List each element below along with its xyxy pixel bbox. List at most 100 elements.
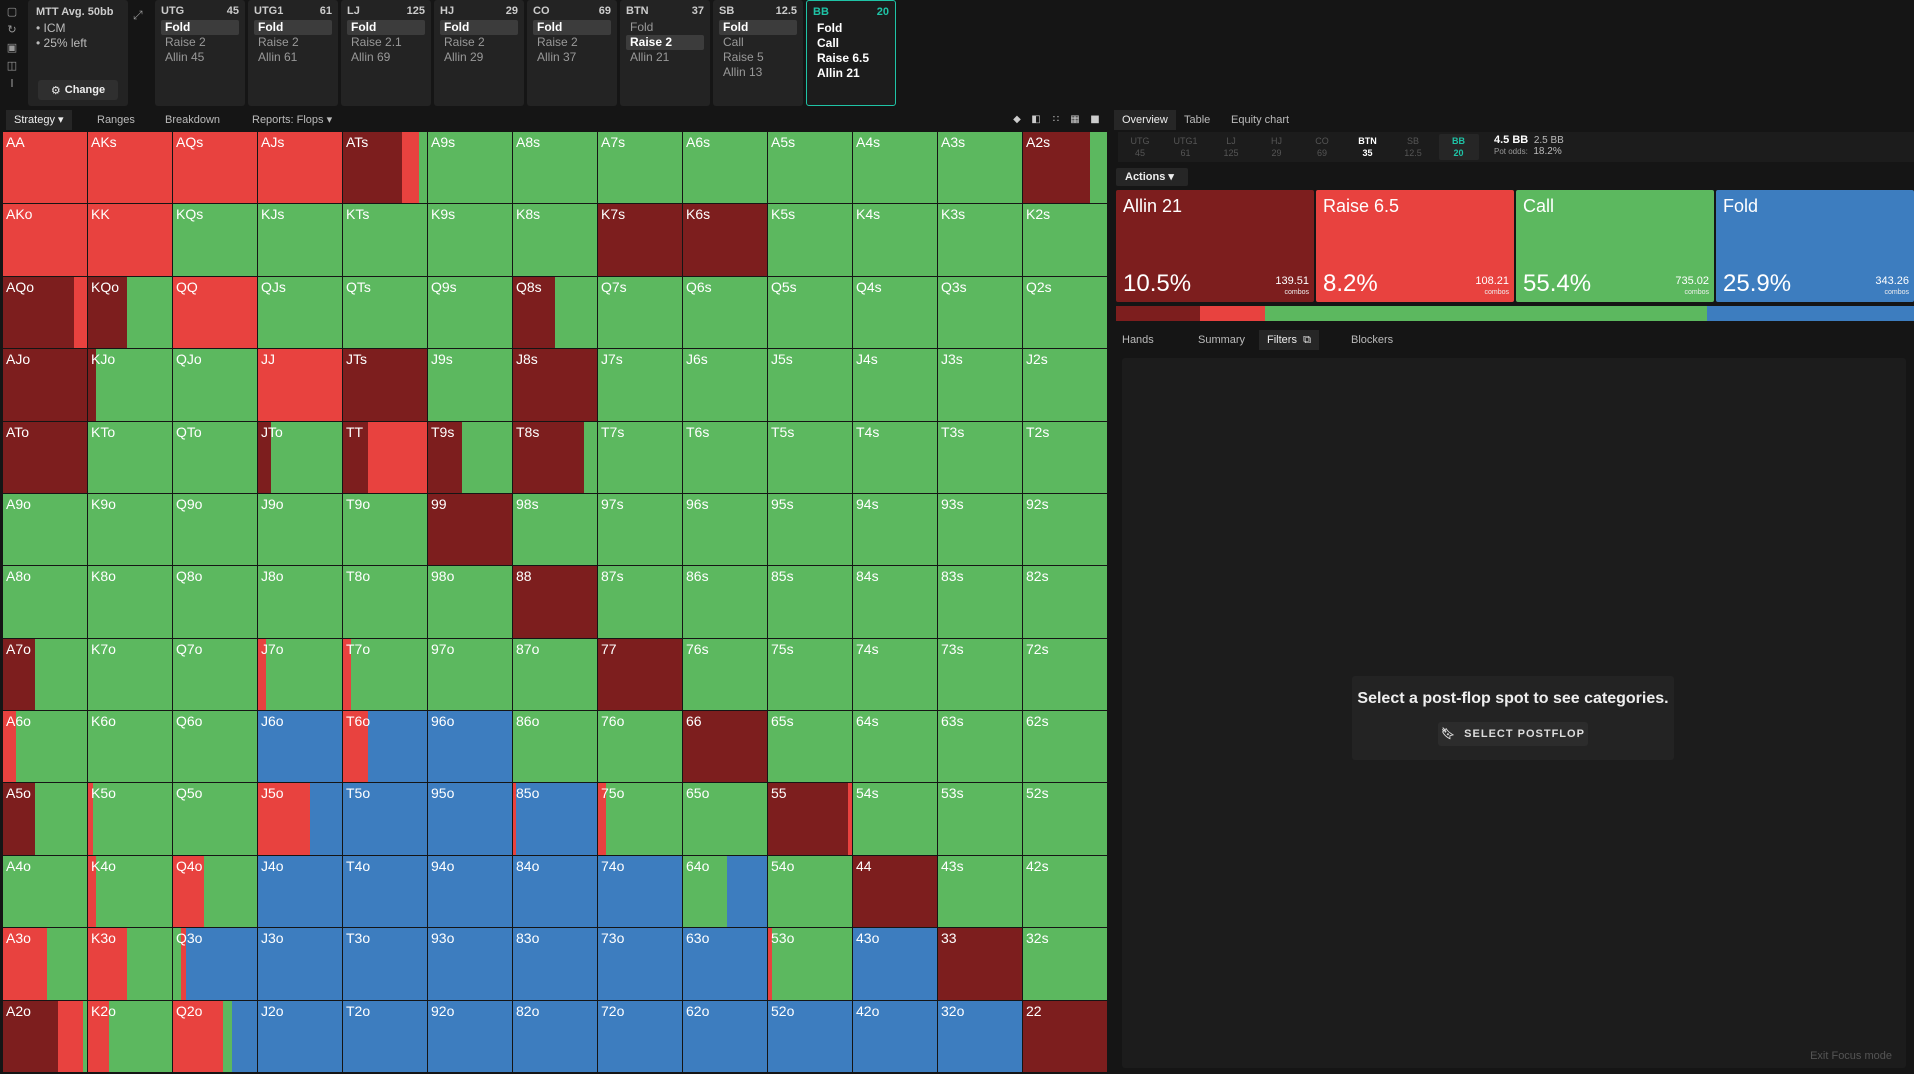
hand-cell-65s[interactable]: 65s bbox=[768, 711, 852, 783]
position-action[interactable]: Fold bbox=[533, 20, 611, 35]
tab-reports-flops[interactable]: Reports: Flops ▾ bbox=[244, 110, 340, 130]
hand-cell-k4o[interactable]: K4o bbox=[88, 855, 172, 928]
hand-cell-q6s[interactable]: Q6s bbox=[683, 276, 767, 349]
actions-dropdown[interactable]: Actions ▾ bbox=[1116, 168, 1188, 186]
hand-cell-a7o[interactable]: A7o bbox=[3, 638, 87, 711]
hand-cell-t3o[interactable]: T3o bbox=[343, 928, 427, 1000]
position-action[interactable]: Raise 2.1 bbox=[351, 35, 402, 49]
position-action[interactable]: Fold bbox=[817, 21, 843, 35]
hand-cell-k7o[interactable]: K7o bbox=[88, 638, 172, 711]
hand-cell-52s[interactable]: 52s bbox=[1023, 783, 1107, 855]
hand-cell-85s[interactable]: 85s bbox=[768, 566, 852, 638]
hand-cell-73o[interactable]: 73o bbox=[598, 928, 682, 1000]
position-chip-co[interactable]: CO 69 bbox=[1302, 134, 1342, 160]
position-chip-utg[interactable]: UTG 45 bbox=[1120, 134, 1160, 160]
hand-cell-k2s[interactable]: K2s bbox=[1023, 204, 1107, 276]
hand-cell-92o[interactable]: 92o bbox=[428, 1000, 512, 1072]
hand-cell-q6o[interactable]: Q6o bbox=[173, 711, 257, 783]
hand-cell-62s[interactable]: 62s bbox=[1023, 711, 1107, 783]
hand-cell-64s[interactable]: 64s bbox=[853, 711, 937, 783]
cube-view-icon[interactable]: ◆ bbox=[1013, 114, 1021, 125]
hand-cell-t2o[interactable]: T2o bbox=[343, 1000, 427, 1072]
position-action[interactable]: Allin 37 bbox=[537, 50, 577, 64]
action-card[interactable]: Raise 6.5 8.2% 108.21 combos bbox=[1316, 190, 1514, 302]
hand-cell-t7o[interactable]: T7o bbox=[343, 638, 427, 711]
hand-cell-84o[interactable]: 84o bbox=[513, 855, 597, 928]
hand-cell-74s[interactable]: 74s bbox=[853, 638, 937, 711]
hand-cell-j2s[interactable]: J2s bbox=[1023, 349, 1107, 421]
position-action[interactable]: Raise 6.5 bbox=[817, 51, 870, 65]
position-chip-btn[interactable]: BTN 35 bbox=[1347, 134, 1388, 160]
hand-cell-99[interactable]: 99 bbox=[428, 493, 512, 566]
hand-cell-54s[interactable]: 54s bbox=[853, 783, 937, 855]
position-action[interactable]: Raise 2 bbox=[165, 35, 206, 49]
hand-cell-97s[interactable]: 97s bbox=[598, 493, 682, 566]
position-column-bb[interactable]: BB 20 Fold Call Raise 6.5 Allin 21 bbox=[806, 0, 896, 106]
gamepad-icon[interactable]: ◫ bbox=[6, 59, 18, 72]
position-action[interactable]: Allin 45 bbox=[165, 50, 205, 64]
hand-cell-q7s[interactable]: Q7s bbox=[598, 276, 682, 349]
tab-filters[interactable]: Filters ⧉ bbox=[1259, 330, 1319, 350]
hand-cell-t6o[interactable]: T6o bbox=[343, 711, 427, 783]
hand-cell-t5s[interactable]: T5s bbox=[768, 421, 852, 493]
hand-cell-75o[interactable]: 75o bbox=[598, 783, 682, 855]
hand-cell-j6o[interactable]: J6o bbox=[258, 711, 342, 783]
hand-cell-t6s[interactable]: T6s bbox=[683, 421, 767, 493]
hand-cell-96o[interactable]: 96o bbox=[428, 711, 512, 783]
hand-cell-t7s[interactable]: T7s bbox=[598, 421, 682, 493]
hand-cell-63o[interactable]: 63o bbox=[683, 928, 767, 1000]
hand-cell-a6s[interactable]: A6s bbox=[683, 132, 767, 204]
hand-cell-j6s[interactable]: J6s bbox=[683, 349, 767, 421]
hand-cell-ako[interactable]: AKo bbox=[3, 204, 87, 276]
position-action[interactable]: Raise 2 bbox=[537, 35, 578, 49]
hand-cell-a8s[interactable]: A8s bbox=[513, 132, 597, 204]
position-action[interactable]: Fold bbox=[161, 20, 239, 35]
hand-cell-52o[interactable]: 52o bbox=[768, 1000, 852, 1072]
tab-overview[interactable]: Overview bbox=[1114, 110, 1176, 130]
new-doc-icon[interactable]: ▢ bbox=[6, 5, 18, 18]
hand-cell-q4o[interactable]: Q4o bbox=[173, 855, 257, 928]
text-cursor-icon[interactable]: I bbox=[10, 77, 14, 90]
hand-cell-kts[interactable]: KTs bbox=[343, 204, 427, 276]
hand-cell-95s[interactable]: 95s bbox=[768, 493, 852, 566]
hand-cell-94s[interactable]: 94s bbox=[853, 493, 937, 566]
tab-breakdown[interactable]: Breakdown bbox=[157, 110, 228, 130]
hand-cell-kjo[interactable]: KJo bbox=[88, 349, 172, 421]
hand-cell-j4o[interactable]: J4o bbox=[258, 855, 342, 928]
hand-cell-74o[interactable]: 74o bbox=[598, 855, 682, 928]
position-chip-lj[interactable]: LJ 125 bbox=[1211, 134, 1251, 160]
hand-cell-a4s[interactable]: A4s bbox=[853, 132, 937, 204]
position-action[interactable]: Allin 61 bbox=[258, 50, 298, 64]
hand-cell-q5s[interactable]: Q5s bbox=[768, 276, 852, 349]
tab-strategy[interactable]: Strategy ▾ bbox=[6, 110, 72, 130]
hand-cell-63s[interactable]: 63s bbox=[938, 711, 1022, 783]
hand-cell-83s[interactable]: 83s bbox=[938, 566, 1022, 638]
hand-cell-t4o[interactable]: T4o bbox=[343, 855, 427, 928]
hand-cell-85o[interactable]: 85o bbox=[513, 783, 597, 855]
hand-cell-aqs[interactable]: AQs bbox=[173, 132, 257, 204]
hand-cell-j9o[interactable]: J9o bbox=[258, 493, 342, 566]
hand-cell-t3s[interactable]: T3s bbox=[938, 421, 1022, 493]
hand-cell-64o[interactable]: 64o bbox=[683, 855, 767, 928]
hand-cell-j9s[interactable]: J9s bbox=[428, 349, 512, 421]
hand-cell-84s[interactable]: 84s bbox=[853, 566, 937, 638]
hand-cell-66[interactable]: 66 bbox=[683, 711, 767, 783]
hand-cell-qq[interactable]: QQ bbox=[173, 276, 257, 349]
position-chip-sb[interactable]: SB 12.5 bbox=[1393, 134, 1433, 160]
tab-table[interactable]: Table bbox=[1184, 114, 1211, 126]
hand-cell-98o[interactable]: 98o bbox=[428, 566, 512, 638]
hand-cell-98s[interactable]: 98s bbox=[513, 493, 597, 566]
hand-cell-k2o[interactable]: K2o bbox=[88, 1000, 172, 1072]
hand-cell-86o[interactable]: 86o bbox=[513, 711, 597, 783]
action-card[interactable]: Call 55.4% 735.02 combos bbox=[1516, 190, 1714, 302]
action-card[interactable]: Allin 21 10.5% 139.51 combos bbox=[1116, 190, 1314, 302]
position-column-sb[interactable]: SB 12.5 Fold Call Raise 5 Allin 13 bbox=[713, 0, 803, 106]
hand-cell-kqs[interactable]: KQs bbox=[173, 204, 257, 276]
position-column-lj[interactable]: LJ 125 Fold Raise 2.1 Allin 69 bbox=[341, 0, 431, 106]
hand-cell-32o[interactable]: 32o bbox=[938, 1000, 1022, 1072]
hand-cell-jj[interactable]: JJ bbox=[258, 349, 342, 421]
position-action[interactable]: Fold bbox=[630, 20, 654, 34]
change-button[interactable]: ⚙ Change bbox=[38, 80, 118, 100]
tab-summary[interactable]: Summary bbox=[1198, 334, 1246, 346]
hand-cell-t8s[interactable]: T8s bbox=[513, 421, 597, 493]
